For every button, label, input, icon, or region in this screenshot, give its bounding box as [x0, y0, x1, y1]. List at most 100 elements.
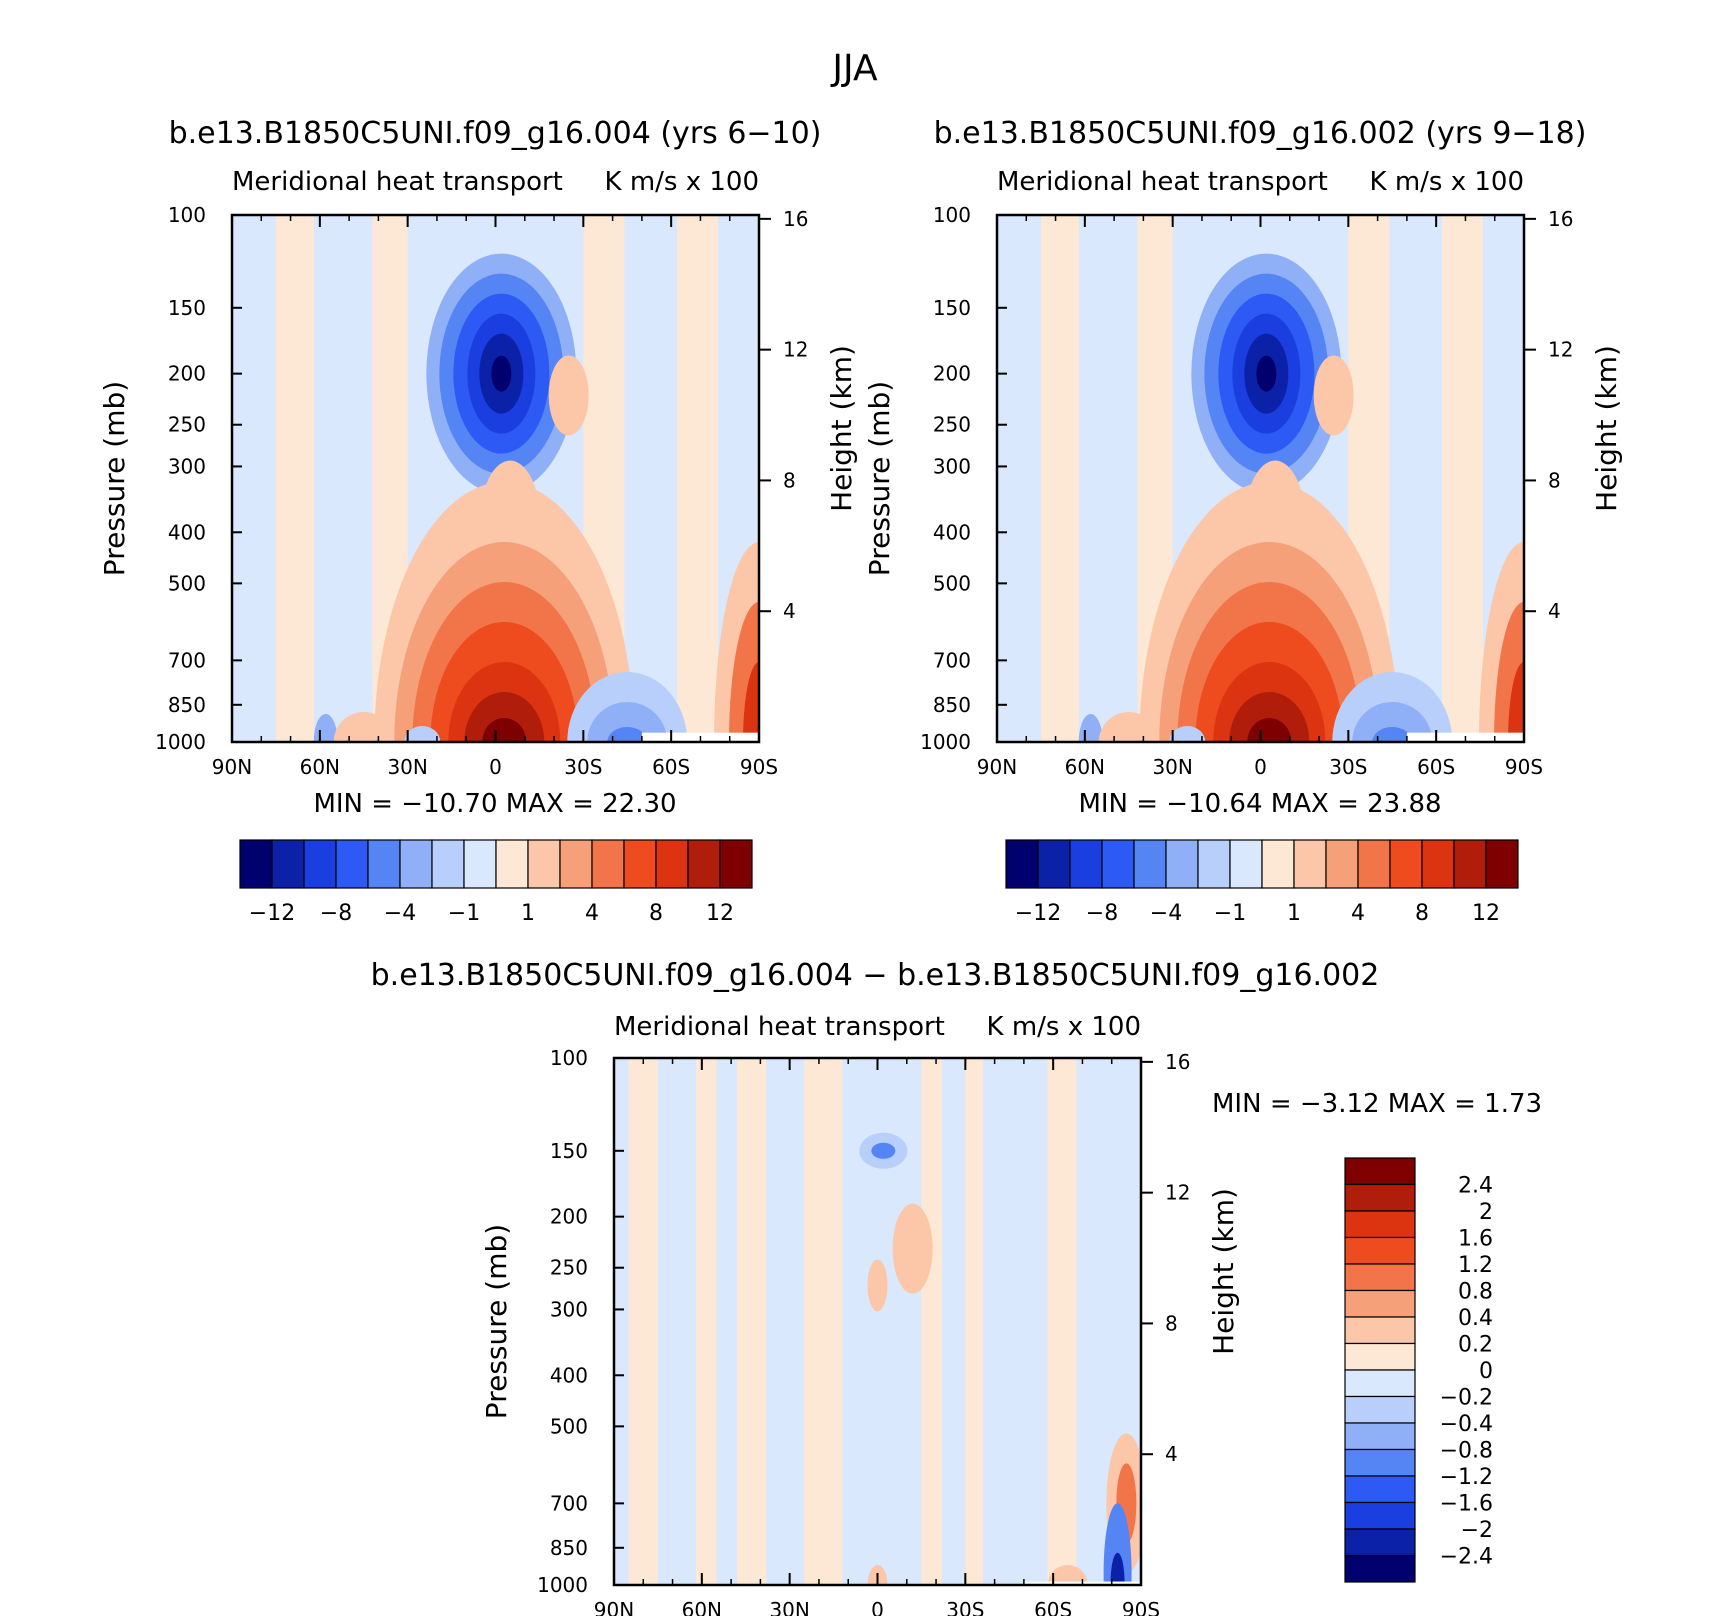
colorbar-label: −0.8: [1440, 1439, 1493, 1464]
y-tick-label: 400: [168, 520, 206, 544]
colorbar-swatch: [687, 839, 721, 889]
positive-band: [965, 1058, 983, 1585]
y2-axis-label: Height (km): [1590, 345, 1623, 512]
negative-core: [491, 355, 512, 392]
x-tick-label: 60N: [682, 1598, 722, 1616]
colorbar-label: −4: [1150, 901, 1182, 926]
colorbar-swatch: [1453, 839, 1487, 889]
colorbar-swatch: [527, 839, 561, 889]
x-tick-label: 30N: [1152, 755, 1192, 779]
y-tick-label: 1000: [920, 730, 971, 754]
colorbar-swatch: [1005, 839, 1039, 889]
colorbar-label: 0.2: [1458, 1333, 1493, 1358]
colorbar-label: −2: [1461, 1518, 1493, 1543]
colorbar-swatch: [1344, 1448, 1416, 1477]
contour-field: [614, 1058, 1141, 1585]
y-axis-label: Pressure (mb): [98, 381, 131, 576]
colorbar-swatch: [1101, 839, 1135, 889]
y-tick-label: 100: [550, 1046, 588, 1070]
colorbar-swatch: [1344, 1263, 1416, 1292]
colorbar-label: −1: [1214, 901, 1246, 926]
negative-cell: [1352, 702, 1433, 742]
positive-cell: [892, 1203, 933, 1294]
y2-tick-label: 16: [1165, 1050, 1190, 1074]
colorbar-label: 8: [1415, 901, 1429, 926]
colorbar-label: −12: [249, 901, 295, 926]
min-max-label: MIN = −10.64 MAX = 23.88: [1078, 789, 1441, 819]
panel-subtitle-left: Meridional heat transport: [232, 167, 563, 197]
negative-cell: [587, 702, 668, 742]
y2-tick-label: 8: [783, 468, 796, 492]
positive-cell: [1313, 355, 1354, 436]
colorbar-swatch: [1344, 1342, 1416, 1371]
colorbar-swatch: [719, 839, 753, 889]
positive-edge: [1508, 662, 1524, 742]
colorbar-swatch: [1037, 839, 1071, 889]
y2-tick-label: 12: [1165, 1181, 1190, 1205]
colorbar-label: −4: [384, 901, 416, 926]
panel-subtitle-right: K m/s x 100: [1370, 167, 1525, 197]
panel-title: b.e13.B1850C5UNI.f09_g16.004 − b.e13.B18…: [371, 958, 1380, 993]
positive-band: [275, 215, 314, 742]
colorbar-swatch: [335, 839, 369, 889]
contour-field: [232, 215, 759, 742]
chart-panel-2: b.e13.B1850C5UNI.f09_g16.002 (yrs 9−18) M…: [863, 116, 1623, 926]
x-tick-label: 0: [489, 755, 502, 779]
colorbar-label: −2.4: [1440, 1545, 1493, 1570]
positive-cell: [333, 712, 394, 742]
colorbar-label: 0.8: [1458, 1280, 1493, 1305]
positive-cell: [867, 1259, 888, 1312]
colorbar-swatch: [1485, 839, 1519, 889]
x-tick-label: 90S: [1505, 755, 1543, 779]
negative-cell: [404, 726, 441, 742]
positive-band: [1442, 215, 1484, 742]
positive-band: [736, 1058, 767, 1585]
y2-tick-label: 12: [783, 338, 808, 362]
min-max-label: MIN = −10.70 MAX = 22.30: [313, 789, 676, 819]
colorbar-label: 8: [649, 901, 663, 926]
y-tick-label: 400: [933, 520, 971, 544]
y-tick-label: 700: [168, 648, 206, 672]
x-tick-label: 90N: [594, 1598, 634, 1616]
y-axis-label: Pressure (mb): [480, 1224, 513, 1419]
x-tick-label: 60S: [1417, 755, 1455, 779]
x-tick-label: 30N: [769, 1598, 809, 1616]
positive-cell: [1047, 1565, 1088, 1585]
colorbar: −12 −8 −4 −1 1 4 8 12: [239, 839, 753, 926]
colorbar: −12 −8 −4 −1 1 4 8 12: [1005, 839, 1519, 926]
colorbar-swatch: [1261, 839, 1295, 889]
y2-tick-label: 16: [1548, 207, 1573, 231]
colorbar-label: −1.6: [1440, 1492, 1493, 1517]
y-tick-label: 300: [933, 454, 971, 478]
colorbar-label: 0.4: [1458, 1306, 1493, 1331]
negative-cell: [1169, 726, 1206, 742]
colorbar-swatch: [655, 839, 689, 889]
y-tick-label: 150: [168, 296, 206, 320]
positive-band: [1047, 1058, 1077, 1585]
x-tick-label: 60S: [1034, 1598, 1072, 1616]
figure-title: JJA: [830, 48, 878, 89]
negative-cell: [1372, 727, 1413, 742]
colorbar-swatch: [1344, 1236, 1416, 1265]
min-max-label: MIN = −3.12 MAX = 1.73: [1212, 1089, 1542, 1119]
y-tick-label: 150: [933, 296, 971, 320]
panel-subtitle-left: Meridional heat transport: [997, 167, 1328, 197]
y-tick-label: 250: [168, 413, 206, 437]
positive-plume: [464, 692, 545, 742]
colorbar-swatch: [591, 839, 625, 889]
colorbar-label: 1: [521, 901, 535, 926]
x-tick-label: 60N: [1065, 755, 1105, 779]
y-tick-label: 850: [168, 693, 206, 717]
y2-tick-label: 8: [1165, 1311, 1178, 1335]
colorbar-swatch: [367, 839, 401, 889]
y-tick-label: 850: [933, 693, 971, 717]
colorbar-swatch: [1344, 1475, 1416, 1504]
x-tick-label: 90S: [740, 755, 778, 779]
y2-tick-label: 4: [1165, 1442, 1178, 1466]
colorbar-swatch: [1344, 1289, 1416, 1318]
y-tick-label: 250: [933, 413, 971, 437]
negative-edge: [1110, 1552, 1125, 1585]
positive-band: [921, 1058, 942, 1585]
y2-tick-label: 4: [1548, 599, 1561, 623]
colorbar-swatch: [1344, 1183, 1416, 1212]
